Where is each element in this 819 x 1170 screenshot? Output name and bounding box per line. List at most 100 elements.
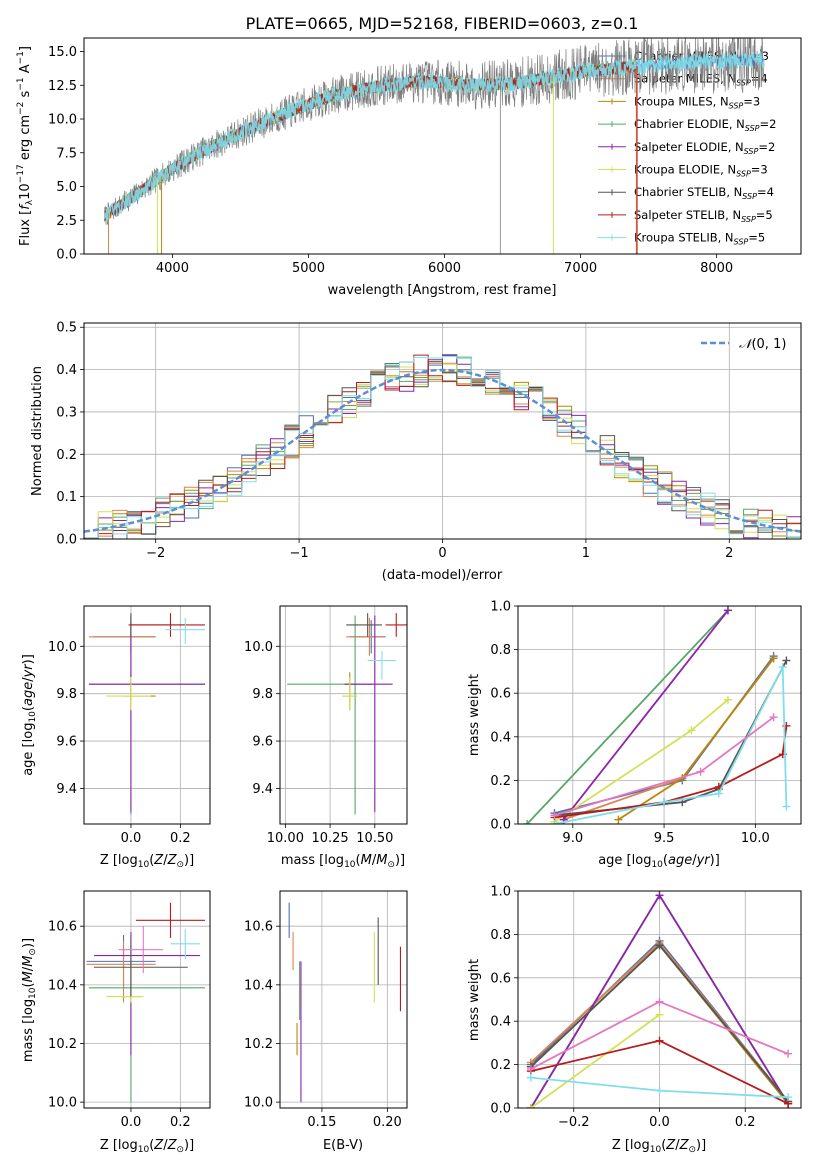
weight_vs_age-ytick-label: 0.6 (490, 687, 511, 702)
age-z-xlabel: Z [log10(Z/Z⊙)] (100, 853, 194, 870)
weight_vs_Z-ytick-label: 0.4 (490, 1015, 511, 1030)
weight_vs_Z-xtick-label: 0.0 (649, 1115, 670, 1130)
age_vs_Z-axes: 0.0 0.2 9.4 9.6 9.8 10.0 (48, 606, 210, 846)
age-vs-mass-panel: mass [log10(M/M⊙)] (281, 853, 405, 870)
mass_vs_ebv-ytick-label: 10.4 (244, 978, 273, 993)
age_vs_mass-ytick-label: 9.4 (252, 782, 273, 797)
weight_vs_Z-xtick-label: 0.2 (735, 1115, 756, 1130)
histogram-series-7 (84, 354, 801, 539)
weight_vs_Z-ytick-label: 0.8 (490, 928, 511, 943)
mass_vs_Z-errorbars (86, 902, 206, 1103)
mass_vs_Z-xtick-label: 0.2 (170, 1115, 191, 1130)
spectrum-xtick-label: 8000 (700, 261, 733, 276)
mass_vs_Z-ytick-label: 10.4 (48, 978, 77, 993)
mass_vs_ebv-ytick-label: 10.6 (244, 920, 273, 935)
weight_vs_age-ytick-label: 0.8 (490, 643, 511, 658)
spectrum-legend-label: Kroupa MILES, NSSP=3 (634, 94, 760, 110)
residual_hist-xtick-label: 2 (725, 546, 733, 561)
age_vs_mass-xtick-label: 10.00 (267, 831, 304, 846)
weight-z-xlabel: Z [log10(Z/Z⊙)] (612, 1138, 706, 1155)
residual_hist-xtick-label: 1 (582, 546, 590, 561)
histogram-normal-curve (84, 368, 801, 533)
weight_vs_age-ytick-label: 1.0 (490, 600, 511, 615)
weight_vs_Z-ytick-label: 0.6 (490, 971, 511, 986)
spectrum-axes: 4000 5000 6000 7000 8000 0.0 2.5 5.0 7.5 10.0 12.5… (48, 45, 733, 276)
residual_hist-xtick-label: 0 (438, 546, 446, 561)
weight-z-ylabel: mass weight (467, 959, 482, 1041)
weight-z-axes-frame (517, 890, 802, 1109)
histogram-ylabel: Normed distribution (30, 366, 45, 496)
histogram-xlabel: (data-model)/error (382, 568, 503, 583)
age_vs_Z-errorbars (88, 613, 206, 815)
age-z-axes-frame (83, 605, 211, 825)
residual_hist-ytick-label: 0.5 (56, 321, 77, 336)
spectrum-ytick-label: 10.0 (48, 113, 77, 128)
weight_vs_Z-axes: −0.2 0.0 0.2 0.0 0.2 0.4 0.6 0.8 1.0 (490, 885, 801, 1130)
age_vs_mass-xtick-label: 10.50 (356, 831, 393, 846)
spectrum-ytick-label: 5.0 (56, 180, 77, 195)
spectrum-legend-label: Salpeter ELODIE, NSSP=2 (634, 140, 775, 156)
spectrum-legend-label: Chabrier STELIB, NSSP=4 (634, 185, 774, 201)
weight_vs_Z-ytick-label: 0.0 (490, 1102, 511, 1117)
mass-vs-metallicity-panel: Z [log10(Z/Z⊙)] mass [log10(M/M⊙)] (21, 938, 194, 1155)
mass_vs_Z-axes: 0.0 0.2 10.0 10.2 10.4 10.6 (48, 891, 210, 1130)
mass-z-axes-frame (83, 890, 211, 1109)
histogram-series-8 (84, 355, 801, 539)
spectrum-ytick-label: 0.0 (56, 248, 77, 263)
spectrum-ytick-label: 12.5 (48, 79, 77, 94)
weight_vs_age-series-line (562, 609, 729, 821)
weight_vs_age-lines (523, 606, 791, 824)
spectrum-xtick-label: 7000 (564, 261, 597, 276)
mass_vs_Z-ytick-label: 10.0 (48, 1096, 77, 1111)
mass_vs_ebv-xtick-label: 0.20 (373, 1115, 402, 1130)
mass_vs_ebv-axes: 0.15 0.20 10.0 10.2 10.4 10.6 (244, 891, 407, 1130)
weight_vs_age-ytick-label: 0.0 (490, 818, 511, 833)
age_vs_mass-errorbars (287, 613, 407, 815)
mass-z-ylabel: mass [log10(M/M⊙)] (21, 938, 38, 1062)
weight-age-xlabel: age [log10(age/yr)] (598, 853, 720, 870)
spectrum-legend-label: Kroupa ELODIE, NSSP=3 (634, 163, 768, 179)
age_vs_mass-ytick-label: 9.6 (252, 735, 273, 750)
spectrum-legend-label: Chabrier ELODIE, NSSP=2 (634, 117, 776, 133)
histogram-legend: 𝒩(0, 1) (701, 337, 786, 352)
weight_vs_age-ytick-label: 0.2 (490, 774, 511, 789)
weight_vs_age-xtick-label: 9.0 (562, 831, 583, 846)
age_vs_mass-ytick-label: 9.8 (252, 687, 273, 702)
age_vs_mass-axes: 10.00 10.25 10.50 9.4 9.6 9.8 10.0 (244, 606, 407, 846)
histogram-axes-frame (83, 322, 802, 540)
spectrum-ytick-label: 15.0 (48, 45, 77, 60)
age-z-ylabel: age [log10(age/yr)] (21, 654, 38, 776)
residual_hist-ytick-label: 0.0 (56, 533, 77, 548)
mass_vs_ebv-ytick-label: 10.2 (244, 1037, 273, 1052)
residual_hist-xtick-label: −2 (146, 546, 165, 561)
mass_vs_Z-ytick-label: 10.2 (48, 1037, 77, 1052)
mass-ebv-axes-frame (279, 890, 408, 1109)
histogram-series-6 (84, 359, 801, 539)
weight-age-ylabel: mass weight (467, 674, 482, 756)
residual_hist-ytick-label: 0.3 (56, 405, 77, 420)
spectrum-xlabel: wavelength [Angstrom, rest frame] (328, 283, 557, 298)
spectrum-xtick-label: 6000 (428, 261, 461, 276)
mass_vs_ebv-xtick-label: 0.15 (307, 1115, 336, 1130)
age-mass-xlabel: mass [log10(M/M⊙)] (281, 853, 405, 870)
age_vs_Z-ytick-label: 9.6 (56, 735, 77, 750)
age_vs_Z-ytick-label: 10.0 (48, 640, 77, 655)
spectrum-lines (103, 38, 765, 254)
histogram-legend-label: 𝒩(0, 1) (739, 337, 786, 352)
age_vs_Z-ytick-label: 9.4 (56, 782, 77, 797)
mass_vs_ebv-ytick-label: 10.0 (244, 1096, 273, 1111)
residual-histogram-panel: (data-model)/error Normed distribution 𝒩… (30, 337, 786, 583)
weight_vs_age-xtick-label: 9.5 (654, 831, 675, 846)
mass_vs_Z-ytick-label: 10.6 (48, 920, 77, 935)
weight-vs-metallicity-panel: Z [log10(Z/Z⊙)] mass weight (467, 959, 706, 1155)
mass-vs-ebv-panel: E(B-V) (323, 1138, 363, 1153)
weight_vs_age-xtick-label: 10.0 (741, 831, 770, 846)
spectrum-legend-label: Salpeter STELIB, NSSP=5 (634, 208, 773, 224)
weight_vs_Z-series-line (530, 1013, 661, 1108)
weight_vs_age-series-line (554, 666, 788, 824)
weight_vs_Z-xtick-label: −0.2 (558, 1115, 590, 1130)
mass_vs_ebv-errorbars (288, 902, 402, 1103)
weight_vs_Z-lines (526, 891, 793, 1108)
mass-z-xlabel: Z [log10(Z/Z⊙)] (100, 1138, 194, 1155)
